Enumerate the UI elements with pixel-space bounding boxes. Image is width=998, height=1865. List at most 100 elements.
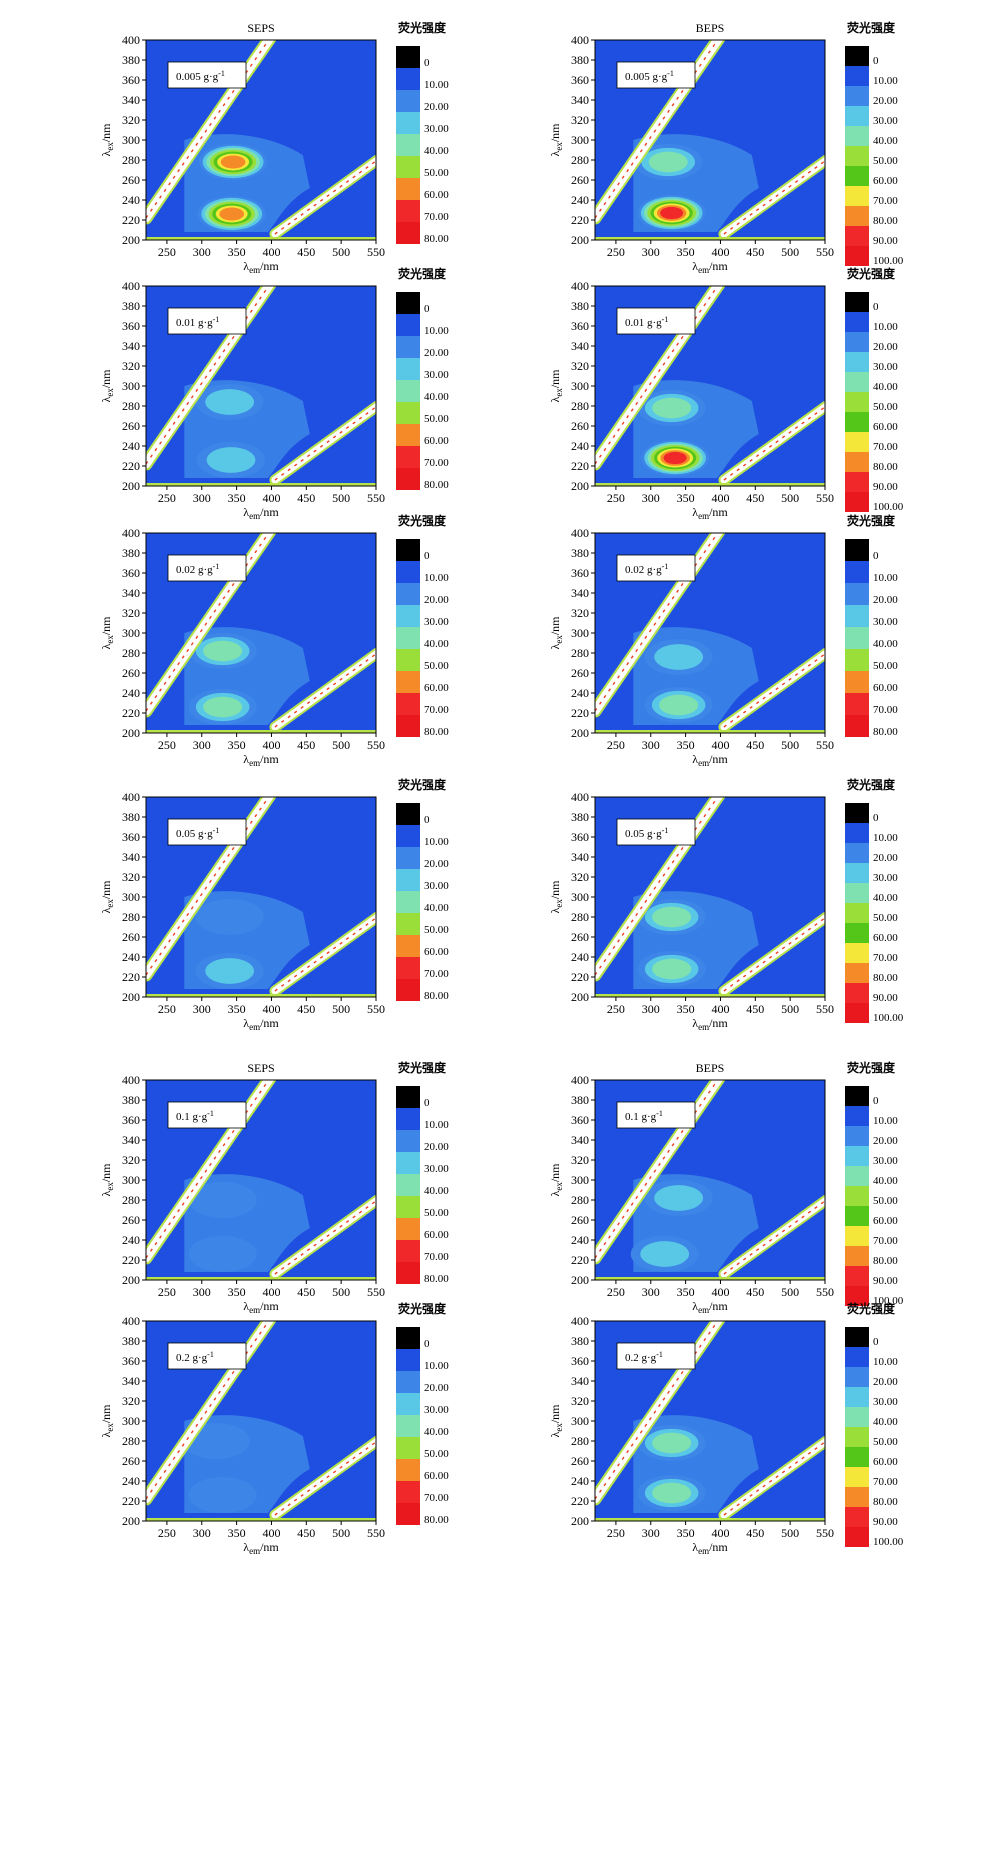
legend-label: 10.00: [424, 79, 449, 91]
second-order-scatter: [269, 1435, 376, 1521]
legend-swatch: [845, 903, 869, 923]
legend-label: 20.00: [873, 1135, 898, 1147]
legend-label: 20.00: [873, 594, 898, 606]
legend-swatch: [845, 823, 869, 843]
second-order-scatter: [718, 647, 825, 733]
legend-label: 40.00: [873, 135, 898, 147]
legend-label: 10.00: [424, 1360, 449, 1372]
legend-label: 100.00: [873, 1295, 904, 1307]
annotation-box: [167, 818, 247, 846]
legend-swatch: [396, 935, 420, 957]
legend-swatch: [845, 186, 869, 206]
legend-label: 90.00: [873, 1516, 898, 1528]
x-tick-label: 500: [332, 491, 350, 505]
legend-label: 70.00: [424, 1492, 449, 1504]
second-order-scatter: [269, 154, 376, 240]
y-tick-label: 380: [122, 53, 140, 67]
x-tick-label: 300: [193, 491, 211, 505]
y-tick-label: 280: [122, 646, 140, 660]
y-tick-label: 280: [122, 399, 140, 413]
x-tick-label: 300: [193, 1285, 211, 1299]
legend-label: 70.00: [424, 211, 449, 223]
y-tick-label: 360: [571, 73, 589, 87]
first-order-scatter: [146, 1080, 277, 1265]
y-tick-label: 380: [122, 1334, 140, 1348]
x-tick-label: 250: [607, 491, 625, 505]
concentration-annotation: 0.02 g·g-1: [167, 554, 247, 582]
bottom-edge: [595, 1277, 825, 1280]
concentration-annotation: 0.05 g·g-1: [167, 818, 247, 846]
band-core: [595, 1321, 724, 1504]
plot-area: [146, 1321, 376, 1521]
contour-level-2: [188, 1236, 257, 1272]
y-tick-label: 400: [122, 1314, 140, 1328]
annotation-box: [616, 818, 696, 846]
legend-title: 荧光强度: [847, 1060, 896, 1075]
legend-label: 20.00: [424, 858, 449, 870]
legend-swatch: [396, 468, 420, 490]
legend-label: 30.00: [873, 361, 898, 373]
first-order-scatter: [595, 797, 726, 982]
legend-swatch: [845, 86, 869, 106]
legend-swatch: [396, 1174, 420, 1196]
y-tick-label: 300: [122, 133, 140, 147]
y-tick-label: 340: [571, 586, 589, 600]
x-tick-label: 450: [746, 1002, 764, 1016]
y-tick-label: 300: [122, 1414, 140, 1428]
y-tick-label: 280: [571, 399, 589, 413]
eem-panel-8: 200 220 240 260 280 300 320 340 360 380 400 250 300 3…: [548, 777, 904, 1032]
legend-title: 荧光强度: [847, 1301, 896, 1316]
y-tick-label: 400: [571, 1073, 589, 1087]
band-peak: [274, 1200, 376, 1275]
fluorescence-peak-1: [195, 899, 264, 935]
legend-label: 80.00: [424, 990, 449, 1002]
x-tick-label: 400: [711, 245, 729, 259]
legend-label: 0: [424, 1338, 430, 1350]
fluorescence-peak-1: [637, 1425, 706, 1461]
y-tick-label: 200: [571, 479, 589, 493]
y-tick-label: 280: [571, 1193, 589, 1207]
colorbar-legend: 荧光强度 0 10.00 20.00 30.00 40.00 50.00 60.00 70.00…: [396, 513, 449, 738]
legend-swatch: [396, 649, 420, 671]
legend-label: 40.00: [873, 1175, 898, 1187]
legend-swatch: [845, 863, 869, 883]
plot-area: [595, 1080, 825, 1280]
legend-swatch: [845, 693, 869, 715]
legend-label: 90.00: [873, 235, 898, 247]
concentration-annotation: 0.2 g·g-1: [616, 1342, 696, 1370]
legend-label: 40.00: [424, 1185, 449, 1197]
y-tick-label: 280: [122, 153, 140, 167]
y-tick-label: 260: [122, 1454, 140, 1468]
legend-label: 50.00: [873, 912, 898, 924]
legend-label: 0: [873, 1336, 879, 1348]
x-tick-label: 300: [642, 1285, 660, 1299]
legend-swatch: [396, 1086, 420, 1108]
legend-label: 60.00: [873, 421, 898, 433]
legend-swatch: [845, 1367, 869, 1387]
band-core: [146, 40, 275, 223]
x-tick-label: 450: [297, 1002, 315, 1016]
y-tick-label: 400: [571, 526, 589, 540]
legend-swatch: [845, 1126, 869, 1146]
y-axis-label: λex/nm: [99, 369, 115, 403]
legend-label: 70.00: [424, 457, 449, 469]
legend-label: 80.00: [873, 726, 898, 738]
y-tick-label: 340: [571, 93, 589, 107]
contour-level-3: [654, 1185, 704, 1211]
x-tick-label: 350: [677, 491, 695, 505]
panel-title: BEPS: [696, 21, 725, 35]
legend-swatch: [845, 671, 869, 693]
legend-label: 20.00: [873, 1376, 898, 1388]
fluorescence-peak-2: [188, 1236, 257, 1272]
legend-swatch: [845, 66, 869, 86]
fluorescence-peak-1: [644, 1180, 713, 1216]
x-axis-label: λem/nm: [692, 1016, 728, 1032]
y-tick-label: 260: [122, 419, 140, 433]
y-tick-label: 380: [571, 53, 589, 67]
fluorescence-peak-1: [199, 144, 268, 180]
contour-level-4: [652, 906, 692, 928]
y-tick-label: 300: [571, 1173, 589, 1187]
legend-swatch: [396, 627, 420, 649]
annotation-box: [167, 61, 247, 89]
